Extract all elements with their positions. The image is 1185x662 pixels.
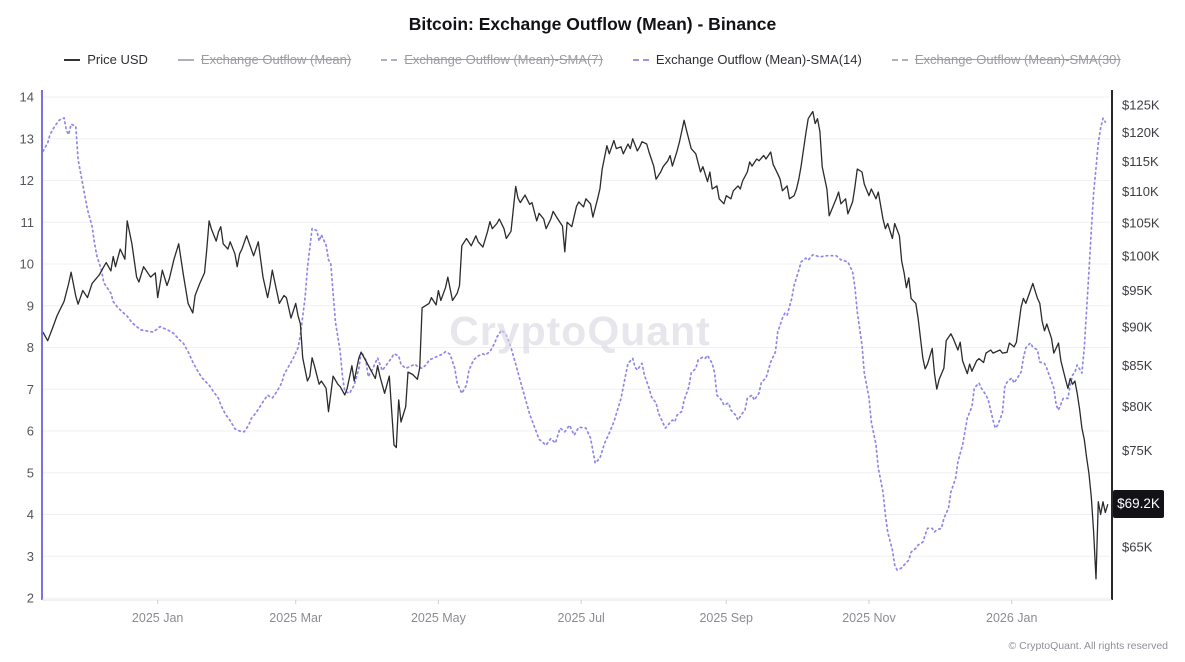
left-axis-tick-label: 13 [20, 131, 34, 146]
x-axis-tick-label: 2025 Jan [132, 611, 183, 625]
left-axis-tick-label: 4 [27, 507, 34, 522]
x-axis-tick-label: 2025 Jul [558, 611, 605, 625]
line-marker-icon [177, 58, 194, 61]
left-axis-tick-label: 6 [27, 424, 34, 439]
left-axis-tick-label: 2 [27, 591, 34, 606]
legend-item-price-usd[interactable]: Price USD [64, 52, 148, 67]
right-axis-tick-label: $120K [1122, 125, 1160, 140]
dashed-line-marker-icon [891, 58, 908, 61]
legend-item-outflow-sma30[interactable]: Exchange Outflow (Mean)-SMA(30) [891, 52, 1121, 67]
right-axis-tick-label: $125K [1122, 98, 1160, 113]
right-axis-tick-label: $110K [1122, 184, 1159, 199]
right-axis-tick-label: $95K [1122, 283, 1153, 298]
left-axis-tick-label: 11 [21, 215, 35, 230]
right-axis-tick-label: $75K [1122, 443, 1153, 458]
line-marker-icon [64, 58, 81, 61]
x-axis-tick-label: 2026 Jan [986, 611, 1037, 625]
right-axis-tick-label: $65K [1122, 540, 1153, 555]
legend-item-outflow-sma14[interactable]: Exchange Outflow (Mean)-SMA(14) [632, 52, 862, 67]
right-axis-tick-label: $105K [1122, 215, 1160, 230]
x-axis-tick-label: 2025 Sep [699, 611, 753, 625]
chart-legend: Price USD Exchange Outflow (Mean) Exchan… [0, 52, 1185, 67]
left-axis-tick-label: 8 [27, 340, 34, 355]
left-axis-tick-label: 10 [20, 257, 34, 272]
left-axis-tick-label: 9 [27, 298, 34, 313]
dashed-line-marker-icon [632, 58, 649, 61]
last-price-badge: $69.2K [1113, 490, 1164, 518]
right-axis-tick-label: $115K [1122, 154, 1159, 169]
x-axis-tick-label: 2025 Mar [269, 611, 322, 625]
dashed-line-marker-icon [381, 58, 398, 61]
copyright-text: © CryptoQuant. All rights reserved [1008, 640, 1168, 652]
sma14-outflow-line [42, 117, 1107, 571]
left-axis-tick-label: 12 [20, 173, 34, 188]
left-axis-tick-label: 3 [27, 549, 34, 564]
right-axis-tick-label: $80K [1122, 399, 1153, 414]
right-axis-tick-label: $90K [1122, 320, 1153, 335]
legend-item-outflow-sma7[interactable]: Exchange Outflow (Mean)-SMA(7) [381, 52, 603, 67]
legend-item-exchange-outflow-mean[interactable]: Exchange Outflow (Mean) [177, 52, 351, 67]
price-usd-line [42, 110, 1109, 580]
right-axis-tick-label: $100K [1122, 248, 1160, 263]
right-axis-tick-label: $85K [1122, 358, 1153, 373]
x-axis-tick-label: 2025 May [411, 611, 467, 625]
left-axis-tick-label: 5 [27, 465, 34, 480]
x-axis-tick-label: 2025 Nov [842, 611, 896, 625]
chart-title: Bitcoin: Exchange Outflow (Mean) - Binan… [408, 14, 777, 34]
left-axis-tick-label: 14 [20, 90, 34, 105]
left-axis-tick-label: 7 [27, 382, 34, 397]
